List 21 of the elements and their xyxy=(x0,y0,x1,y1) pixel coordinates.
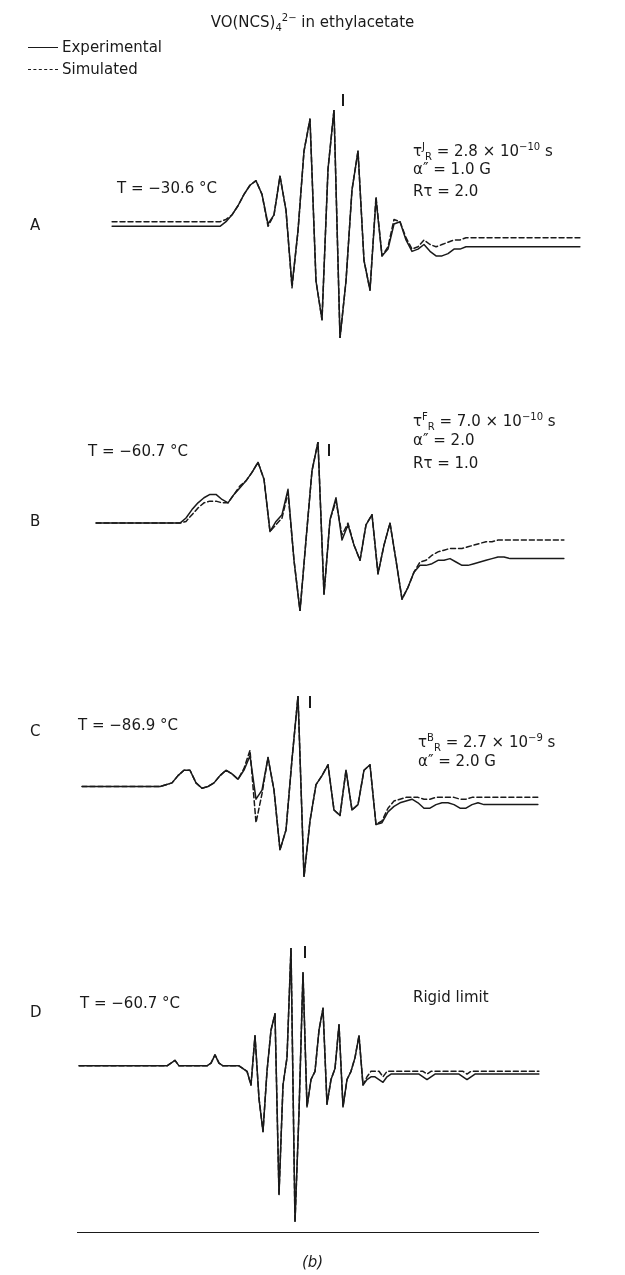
text: D xyxy=(30,1002,42,1022)
annotation: Rτ = 2.0 xyxy=(413,181,479,201)
annotation: τ$^{B}$$_{R}$ = 2.7 × 10$^{−9}$ s xyxy=(418,732,556,753)
text: B xyxy=(30,511,41,531)
annotation: Rigid limit xyxy=(413,987,489,1007)
annotation: T = −30.6 °C xyxy=(117,178,217,198)
legend-label: Experimental xyxy=(62,38,163,56)
chart-title: VO(NCS)$_{4}$$^{2−}$ in ethylacetate xyxy=(209,11,416,35)
annotation: α″ = 2.0 xyxy=(413,430,475,450)
x-axis-title: (b) xyxy=(300,1252,325,1272)
legend-label: Simulated xyxy=(62,60,138,78)
text: C xyxy=(30,721,41,741)
text: τ$^{F}$$_{R}$ = 7.0 × 10$^{−10}$ s xyxy=(413,411,556,432)
annotation: T = −60.7 °C xyxy=(80,993,180,1013)
annotation: α″ = 1.0 G xyxy=(413,160,491,179)
annotation: α″ = 2.0 G xyxy=(418,751,496,771)
annotation: T = −86.9 °C xyxy=(78,715,178,735)
text: A xyxy=(30,215,41,235)
annotation: T = −60.7 °C xyxy=(88,441,188,461)
annotation: τ$^{J}$$_{R}$ = 2.8 × 10$^{−10}$ s xyxy=(413,140,553,162)
annotation: Rτ = 1.0 xyxy=(413,453,479,473)
